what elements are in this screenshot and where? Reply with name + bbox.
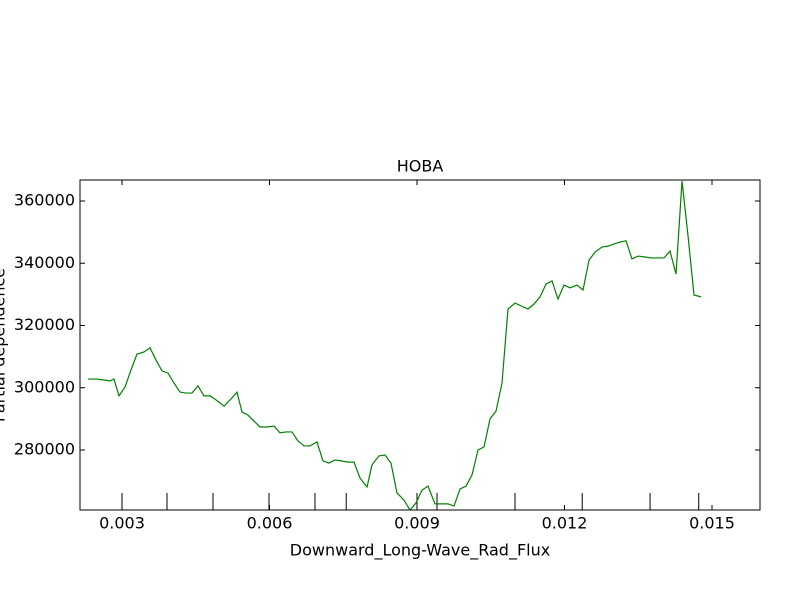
data-line <box>87 181 702 510</box>
y-tick-label: 360000 <box>14 191 75 210</box>
y-tick-label: 300000 <box>14 377 75 396</box>
x-tick-label: 0.012 <box>542 514 588 533</box>
plot-frame <box>79 179 761 511</box>
y-tick-label: 320000 <box>14 315 75 334</box>
x-axis-label: Downward_Long-Wave_Rad_Flux <box>290 541 550 561</box>
y-tick-label: 280000 <box>14 440 75 459</box>
x-tick-label: 0.009 <box>394 514 440 533</box>
x-tick-label: 0.015 <box>689 514 735 533</box>
y-axis-label: Partial dependence <box>0 268 9 422</box>
x-tick-label: 0.003 <box>99 514 145 533</box>
chart-title: HOBA <box>397 157 444 176</box>
y-tick-label: 340000 <box>14 253 75 272</box>
x-tick-label: 0.006 <box>247 514 293 533</box>
